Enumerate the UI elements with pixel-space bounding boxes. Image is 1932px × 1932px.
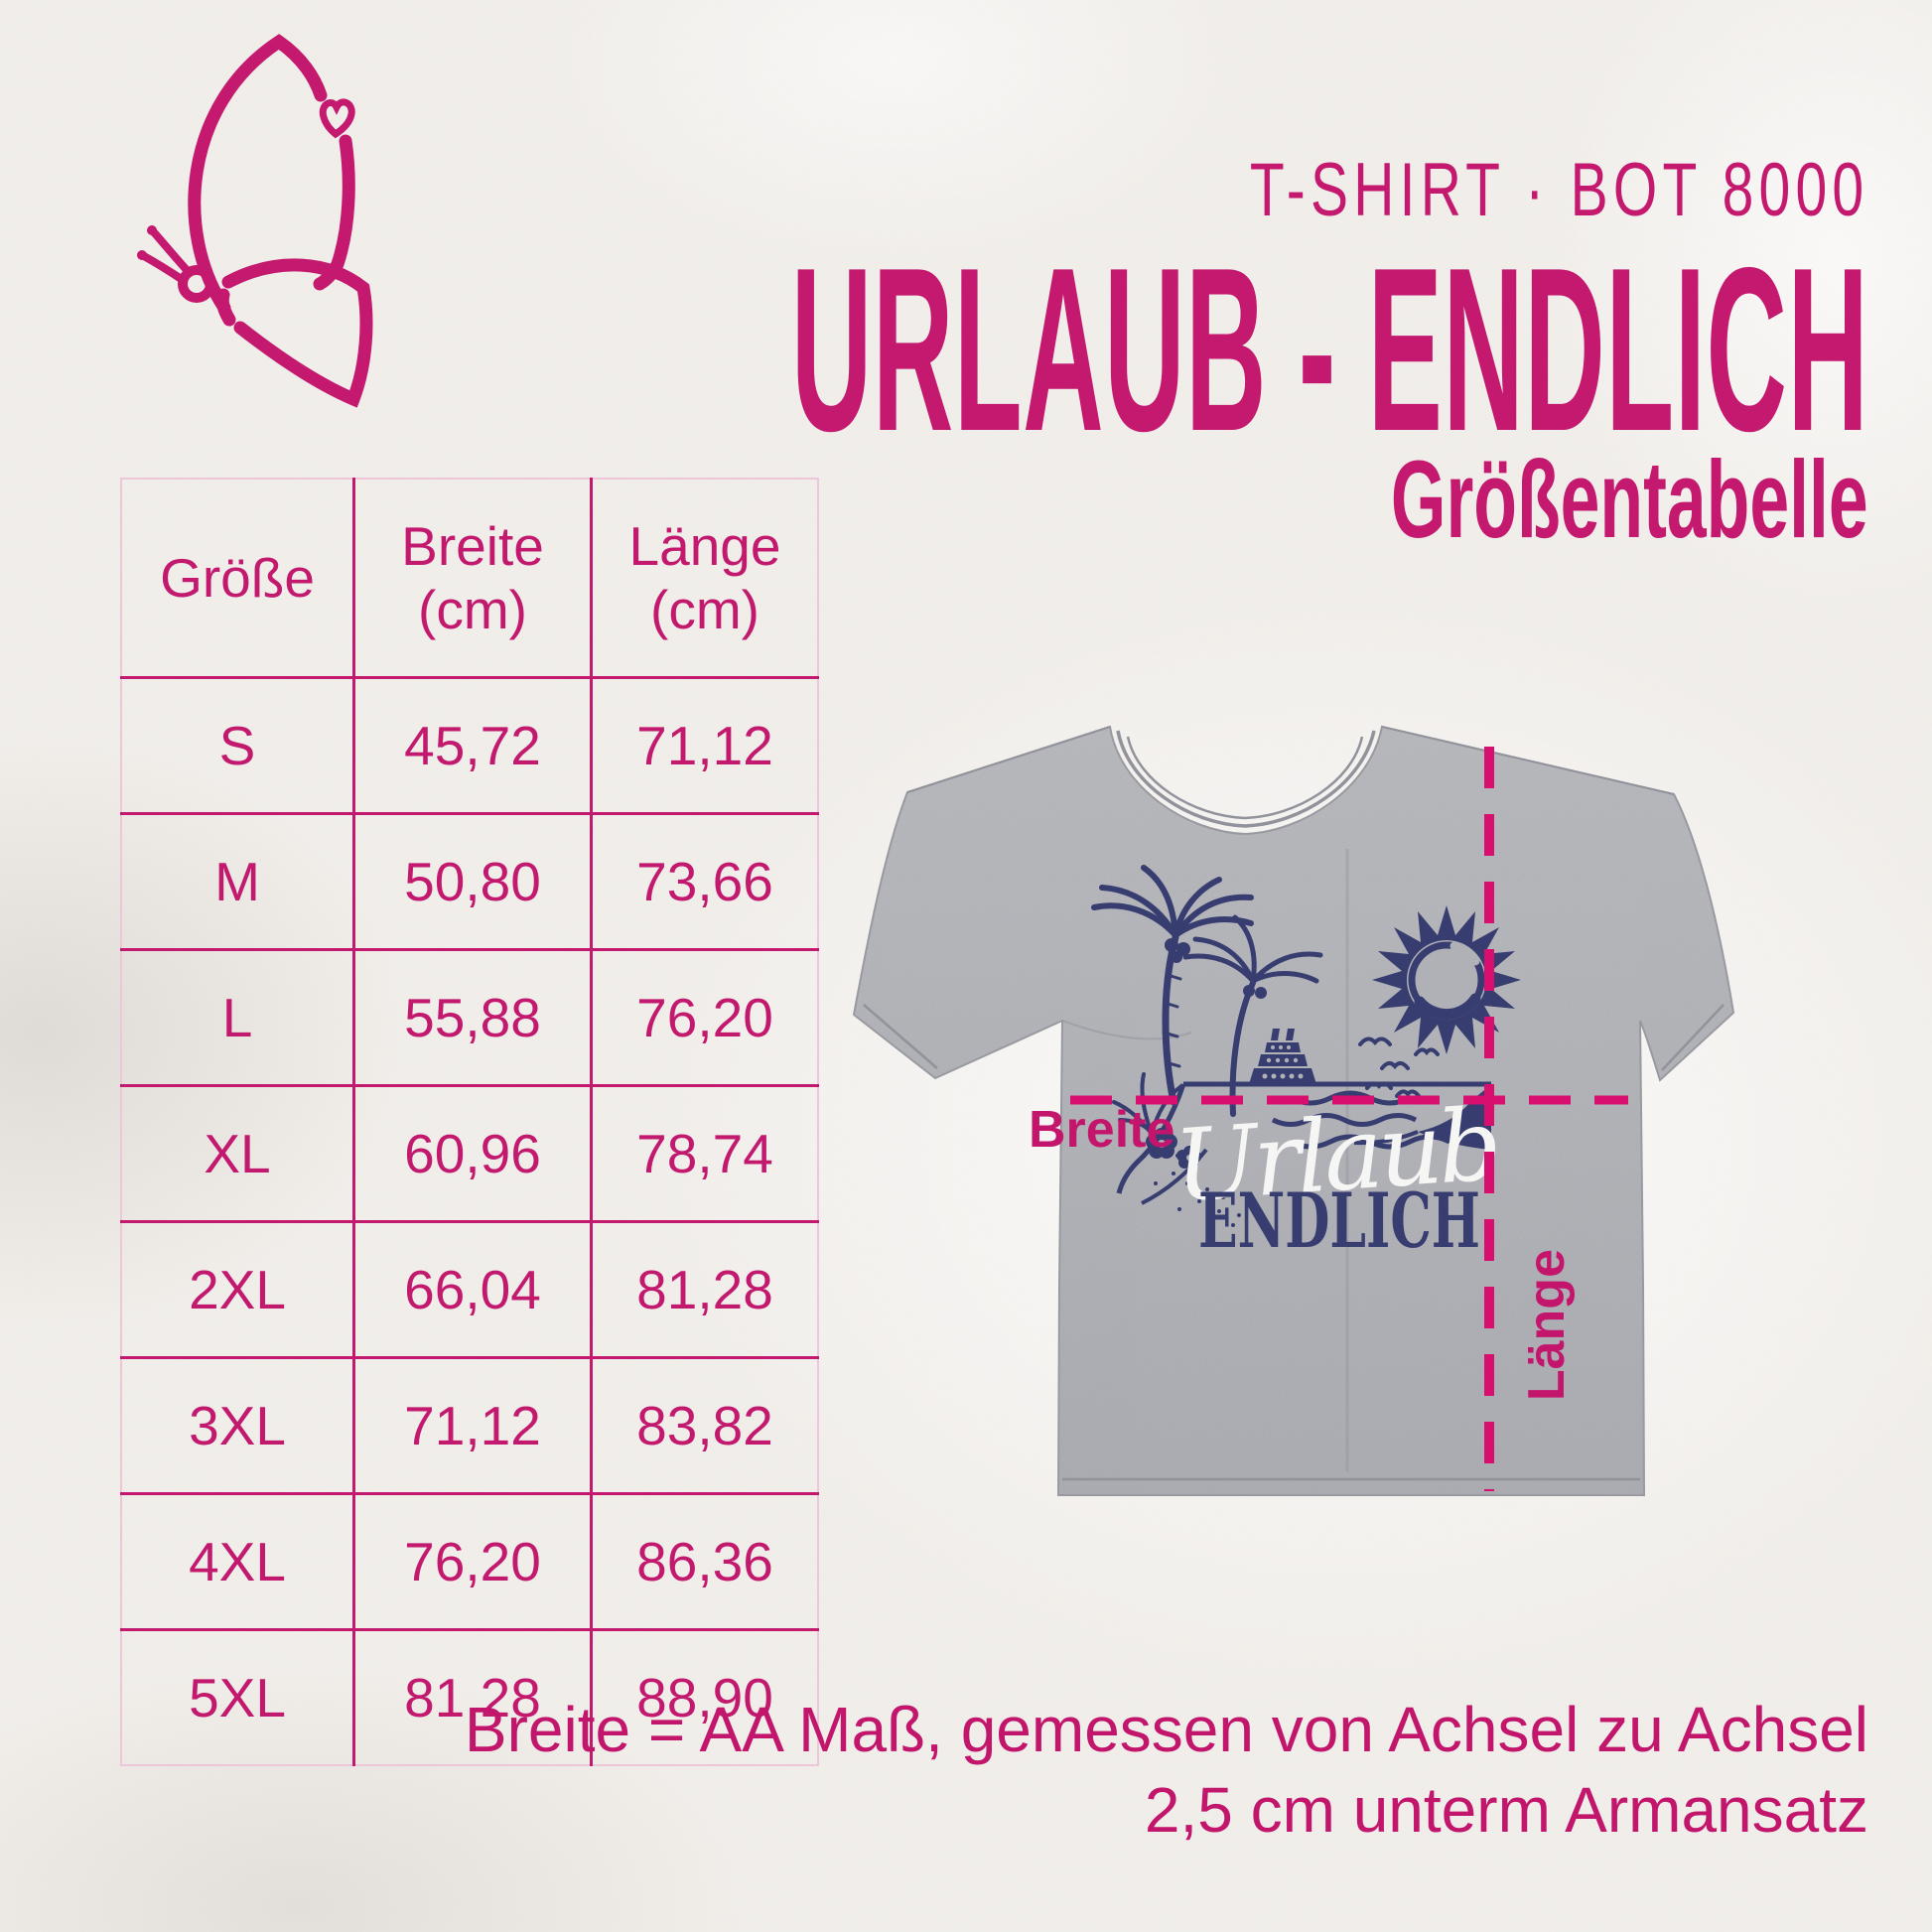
table-cell: 50,80 [352, 812, 593, 951]
table-header-row: Größe Breite (cm) Länge (cm) [120, 478, 819, 679]
table-cell: 86,36 [590, 1492, 819, 1631]
table-row: 4XL 76,20 86,36 [120, 1492, 819, 1631]
size-table: Größe Breite (cm) Länge (cm) S 45,72 71,12 M… [120, 478, 819, 1766]
table-cell: 60,96 [352, 1084, 593, 1223]
table-cell: 66,04 [352, 1220, 593, 1359]
col-header-groesse: Größe [120, 478, 355, 679]
table-row: 3XL 71,12 83,82 [120, 1356, 819, 1495]
footnote-line-1: Breite = AA Maß, gemessen von Achsel zu … [464, 1694, 1868, 1765]
sun-icon [1372, 905, 1521, 1054]
table-cell: 81,28 [590, 1220, 819, 1359]
tshirt-image: Urlaub ENDLICH [852, 725, 1735, 1496]
measurement-footnote: Breite = AA Maß, gemessen von Achsel zu … [465, 1690, 1868, 1850]
page-title: URLAUB - ENDLICH [790, 217, 1868, 480]
width-measure-label: Breite [1029, 1101, 1175, 1159]
table-cell: 2XL [120, 1220, 355, 1359]
table-cell: 45,72 [352, 676, 593, 815]
footnote-line-2: 2,5 cm unterm Armansatz [1144, 1773, 1868, 1846]
table-cell: 3XL [120, 1356, 355, 1495]
table-cell: 55,88 [352, 948, 593, 1087]
table-cell: L [120, 948, 355, 1087]
col-header-breite: Breite (cm) [352, 478, 593, 679]
table-cell: S [120, 676, 355, 815]
table-cell: 73,66 [590, 812, 819, 951]
table-cell: 83,82 [590, 1356, 819, 1495]
table-row: 2XL 66,04 81,28 [120, 1220, 819, 1359]
table-row: L 55,88 76,20 [120, 948, 819, 1087]
table-cell: XL [120, 1084, 355, 1223]
table-row: XL 60,96 78,74 [120, 1084, 819, 1223]
col-header-laenge: Länge (cm) [590, 478, 819, 679]
table-cell: 78,74 [590, 1084, 819, 1223]
table-cell: M [120, 812, 355, 951]
table-row: S 45,72 71,12 [120, 676, 819, 815]
table-cell: 71,12 [352, 1356, 593, 1495]
length-measure-label: Länge [1518, 1249, 1576, 1402]
table-cell: 5XL [120, 1628, 355, 1766]
print-main-text: ENDLICH [1198, 1176, 1480, 1265]
heart-icon [319, 98, 355, 139]
table-cell: 76,20 [352, 1492, 593, 1631]
table-cell: 4XL [120, 1492, 355, 1631]
table-cell: 71,12 [590, 676, 819, 815]
table-row: M 50,80 73,66 [120, 812, 819, 951]
table-cell: 76,20 [590, 948, 819, 1087]
